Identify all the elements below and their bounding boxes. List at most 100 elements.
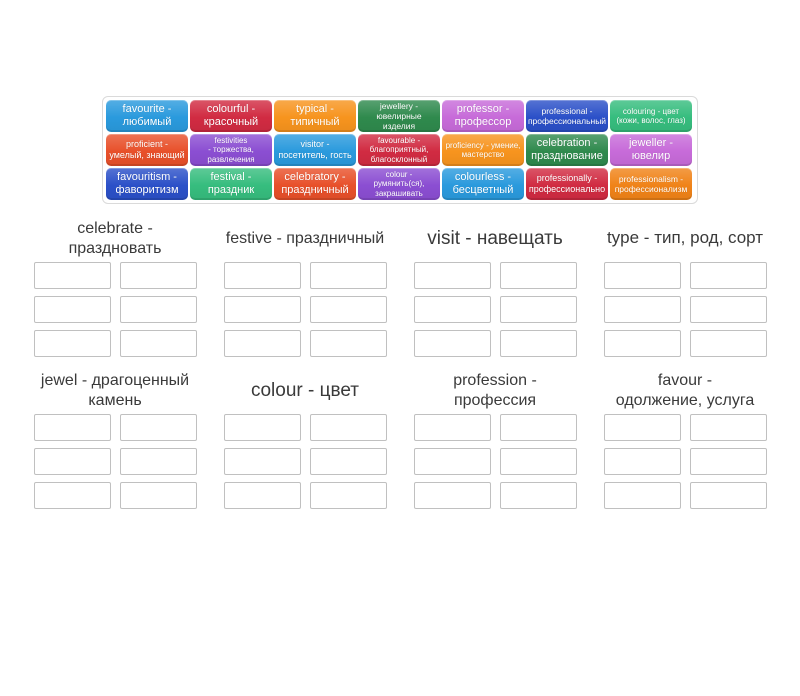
tile-tray: favourite - любимый colourful - красочны… (102, 96, 698, 204)
word-tile-label: festivities - торжества, развлечения (207, 135, 255, 164)
drop-slot[interactable] (119, 448, 197, 475)
word-tile-label: colourful - красочный (203, 103, 259, 128)
group-title: festive - праздничный (225, 229, 385, 247)
word-tile[interactable]: jeweller - ювелир (610, 134, 692, 166)
drop-slot[interactable] (33, 330, 111, 357)
group-title: type - тип, род, сорт (606, 228, 764, 248)
drop-slot[interactable] (499, 296, 577, 323)
drop-slot[interactable] (689, 482, 767, 509)
drop-slot[interactable] (603, 296, 681, 323)
word-tile-label: proficiency - умение, мастерство (445, 140, 521, 159)
drop-slot[interactable] (119, 414, 197, 441)
word-tile[interactable]: favouritism - фаворитизм (106, 168, 188, 200)
drop-slot[interactable] (689, 414, 767, 441)
drop-slot[interactable] (413, 330, 491, 357)
word-tile[interactable]: proficiency - умение, мастерство (442, 134, 524, 166)
drop-slot[interactable] (499, 414, 577, 441)
word-tile[interactable]: proficient - умелый, знающий (106, 134, 188, 166)
word-tile[interactable]: colourful - красочный (190, 100, 272, 132)
word-tile-label: professionally - профессионально (528, 173, 606, 194)
word-tile-label: colourless - бесцветный (452, 171, 514, 196)
slot-grid (33, 262, 197, 357)
group-title: visit - навещать (427, 227, 563, 249)
drop-slot[interactable] (689, 330, 767, 357)
drop-slot[interactable] (309, 482, 387, 509)
drop-slot[interactable] (223, 414, 301, 441)
drop-slot[interactable] (689, 296, 767, 323)
word-tile-label: professor - профессор (454, 103, 512, 128)
drop-slot[interactable] (223, 448, 301, 475)
drop-slot[interactable] (223, 482, 301, 509)
drop-slot[interactable] (223, 330, 301, 357)
drop-slot[interactable] (119, 330, 197, 357)
word-tile-label: colour - румянить(ся), закрашивать (373, 169, 425, 198)
slot-grid (223, 414, 387, 509)
group-title: profession - профессия (453, 371, 537, 409)
group-column: colour - цвет (210, 370, 400, 509)
slot-grid (603, 414, 767, 509)
group-column: favour - одолжение, услуга (590, 370, 780, 509)
word-tile-label: proficient - умелый, знающий (109, 139, 185, 160)
word-tile[interactable]: festival - праздник (190, 168, 272, 200)
word-tile[interactable]: jewellery - ювелирные изделия (358, 100, 440, 132)
drop-slot[interactable] (309, 414, 387, 441)
drop-slot[interactable] (309, 262, 387, 289)
drop-slot[interactable] (499, 448, 577, 475)
drop-slot[interactable] (413, 414, 491, 441)
drop-slot[interactable] (309, 330, 387, 357)
drop-slot[interactable] (309, 296, 387, 323)
word-tile[interactable]: colourless - бесцветный (442, 168, 524, 200)
group-title: celebrate - праздновать (68, 219, 162, 257)
drop-slot[interactable] (499, 262, 577, 289)
word-tile-label: festival - праздник (207, 171, 255, 196)
word-tile[interactable]: professional - профессиональный (526, 100, 608, 132)
drop-slot[interactable] (413, 448, 491, 475)
word-tile[interactable]: favourable - благоприятный, благосклонны… (358, 134, 440, 166)
word-tile[interactable]: professionally - профессионально (526, 168, 608, 200)
drop-slot[interactable] (603, 482, 681, 509)
group-title: colour - цвет (250, 379, 360, 401)
word-tile[interactable]: professionalism - профессионализм (610, 168, 692, 200)
group-area: celebrate - праздновать festive - праздн… (20, 218, 780, 509)
word-tile[interactable]: colour - румянить(ся), закрашивать (358, 168, 440, 200)
drop-slot[interactable] (33, 414, 111, 441)
drop-slot[interactable] (33, 262, 111, 289)
word-tile[interactable]: professor - профессор (442, 100, 524, 132)
drop-slot[interactable] (119, 262, 197, 289)
word-tile[interactable]: visitor - посетитель, гость (274, 134, 356, 166)
word-tile[interactable]: colouring - цвет (кожи, волос, глаз) (610, 100, 692, 132)
drop-slot[interactable] (413, 262, 491, 289)
drop-slot[interactable] (603, 330, 681, 357)
word-tile[interactable]: celebration - празднование (526, 134, 608, 166)
drop-slot[interactable] (33, 482, 111, 509)
drop-slot[interactable] (223, 262, 301, 289)
drop-slot[interactable] (499, 330, 577, 357)
drop-slot[interactable] (33, 296, 111, 323)
drop-slot[interactable] (309, 448, 387, 475)
drop-slot[interactable] (119, 482, 197, 509)
drop-slot[interactable] (689, 448, 767, 475)
word-tile-label: typical - типичный (290, 103, 340, 128)
drop-slot[interactable] (689, 262, 767, 289)
word-tile-label: favourable - благоприятный, благосклонны… (369, 135, 429, 164)
slot-grid (33, 414, 197, 509)
word-tile-label: professional - профессиональный (527, 105, 607, 126)
drop-slot[interactable] (119, 296, 197, 323)
slot-grid (603, 262, 767, 357)
group-sort-board: favourite - любимый colourful - красочны… (0, 96, 800, 509)
drop-slot[interactable] (223, 296, 301, 323)
word-tile-label: visitor - посетитель, гость (278, 139, 352, 160)
drop-slot[interactable] (499, 482, 577, 509)
drop-slot[interactable] (413, 296, 491, 323)
drop-slot[interactable] (33, 448, 111, 475)
word-tile[interactable]: typical - типичный (274, 100, 356, 132)
drop-slot[interactable] (603, 262, 681, 289)
drop-slot[interactable] (603, 414, 681, 441)
word-tile[interactable]: favourite - любимый (106, 100, 188, 132)
drop-slot[interactable] (413, 482, 491, 509)
word-tile[interactable]: celebratory - праздничный (274, 168, 356, 200)
drop-slot[interactable] (603, 448, 681, 475)
slot-grid (413, 414, 577, 509)
word-tile[interactable]: festivities - торжества, развлечения (190, 134, 272, 166)
group-column: festive - праздничный (210, 218, 400, 357)
